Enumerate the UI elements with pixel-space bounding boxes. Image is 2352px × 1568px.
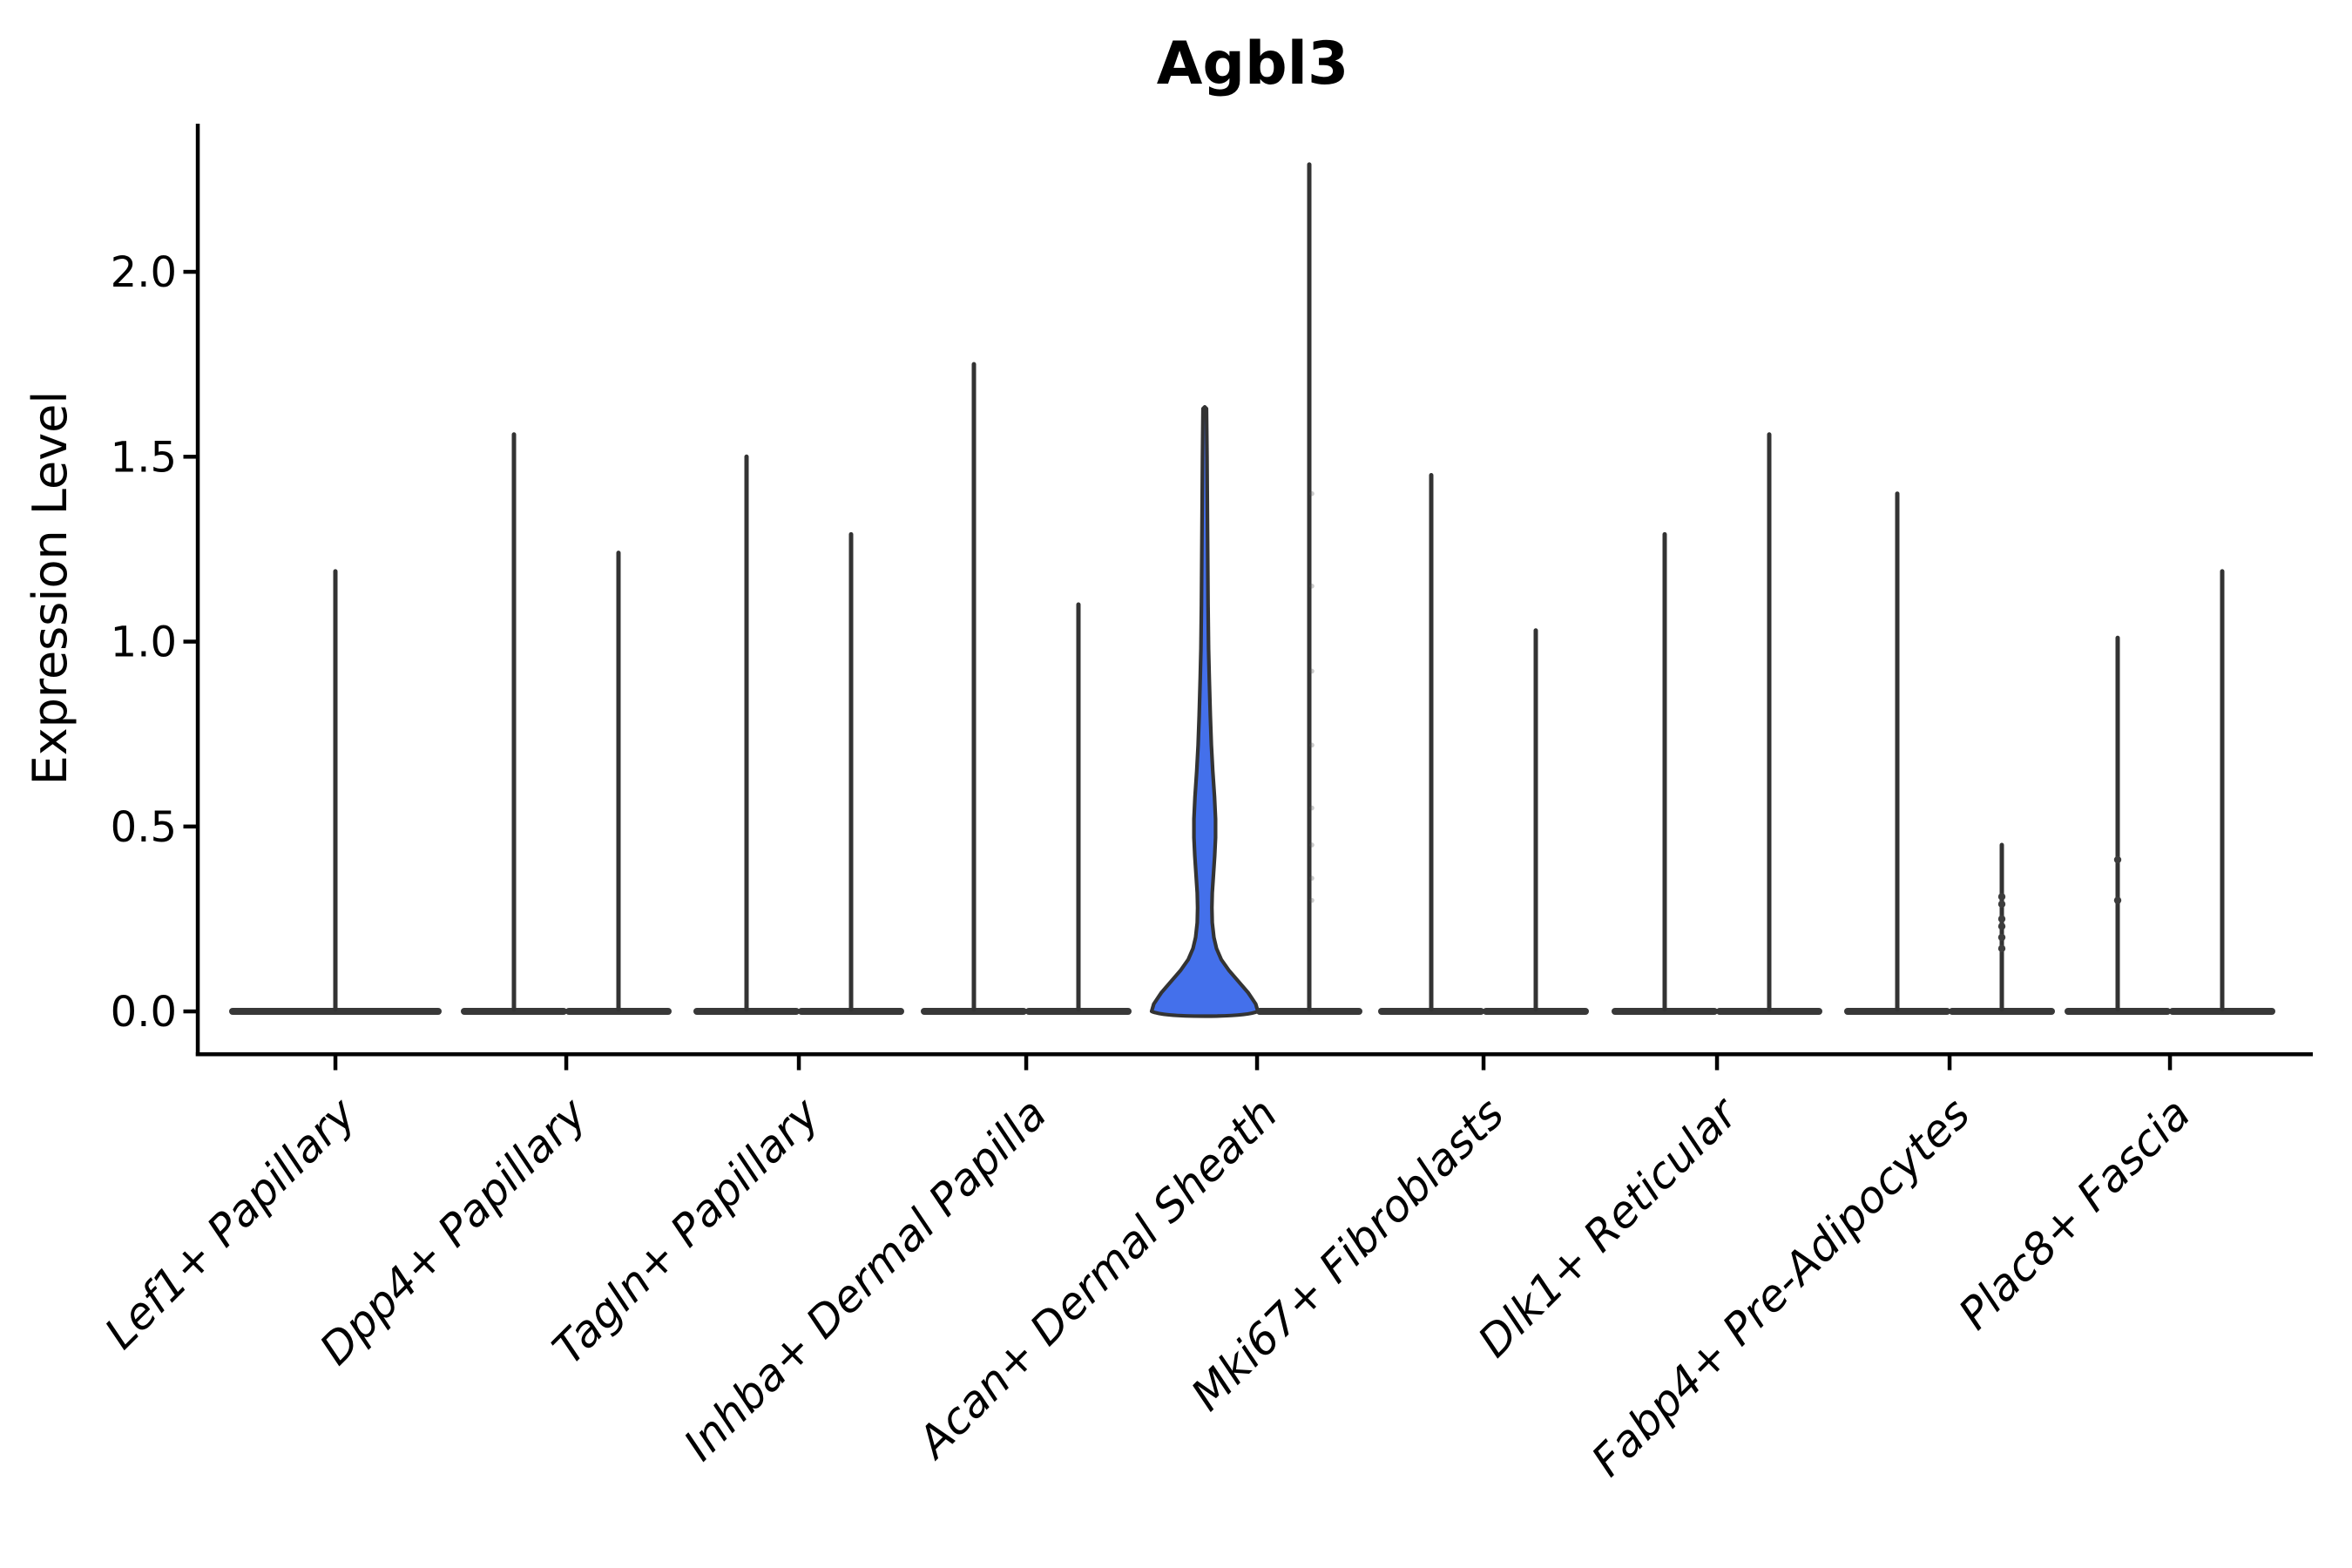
- y-axis-label: Expression Level: [23, 391, 78, 786]
- violin: [1612, 531, 1718, 1015]
- violin: [229, 569, 442, 1015]
- violin: [921, 362, 1027, 1015]
- x-tick-mark: [333, 1056, 338, 1071]
- violin-body-highlighted: [1149, 404, 1260, 1018]
- jitter-point: [1997, 900, 2006, 909]
- jitter-point: [1997, 923, 2006, 930]
- violin: [2169, 569, 2275, 1015]
- violin: [461, 432, 567, 1015]
- x-tick-mark: [1254, 1056, 1260, 1071]
- jitter-point-faint: [1309, 842, 1315, 848]
- jitter-point: [1997, 915, 2006, 923]
- x-tick-mark: [1024, 1056, 1029, 1071]
- violin-group-3: [693, 454, 904, 1015]
- x-tick-label: Lef1+ Papillary: [95, 1087, 366, 1358]
- x-tick-label: Fabp4+ Pre-Adipocytes: [1582, 1088, 1980, 1486]
- violin: [1844, 491, 1950, 1015]
- y-tick-label: 1.5: [111, 433, 177, 482]
- violin: [1256, 162, 1362, 1015]
- jitter-point-faint: [1309, 875, 1315, 881]
- violin-group-1: [229, 569, 442, 1015]
- x-tick-mark: [2167, 1056, 2173, 1071]
- violin-group-7: [1612, 432, 1822, 1015]
- violin: [1378, 472, 1484, 1015]
- violin: [1483, 628, 1589, 1015]
- violin-group-2: [461, 432, 672, 1015]
- y-tick-label: 2.0: [111, 248, 177, 297]
- x-tick-mark: [796, 1056, 801, 1071]
- y-tick-mark: [183, 639, 196, 644]
- x-tick-mark: [1481, 1056, 1486, 1071]
- x-tick-mark: [564, 1056, 569, 1071]
- y-tick-label: 0.5: [111, 803, 177, 852]
- jitter-point-faint: [1309, 668, 1315, 674]
- jitter-point: [1997, 933, 2006, 942]
- jitter-point: [2113, 855, 2122, 864]
- violin: [2065, 635, 2171, 1015]
- x-tick-mark: [1714, 1056, 1720, 1071]
- jitter-point: [1997, 944, 2006, 953]
- violin: [798, 531, 904, 1015]
- jitter-point-faint: [1309, 742, 1315, 748]
- y-tick-mark: [183, 455, 196, 459]
- violin: [1025, 602, 1132, 1015]
- y-tick-mark: [183, 1009, 196, 1014]
- x-tick-label: Plac8+ Fascia: [1950, 1088, 2200, 1339]
- jitter-point: [1997, 893, 2006, 901]
- violin-group-8: [1844, 491, 2055, 1015]
- violin: [693, 454, 800, 1015]
- y-tick-mark: [183, 824, 196, 829]
- violin-group-5: [1149, 162, 1362, 1018]
- x-tick-label: Inhba+ Dermal Papilla: [674, 1088, 1056, 1470]
- x-tick-mark: [1947, 1056, 1952, 1071]
- y-tick-label: 1.0: [111, 618, 177, 667]
- violin-group-4: [921, 362, 1132, 1015]
- jitter-point-faint: [1309, 805, 1315, 811]
- violin: [1716, 432, 1822, 1015]
- violin-group-6: [1378, 472, 1589, 1015]
- violin: [1149, 404, 1260, 1018]
- violin: [1949, 842, 2055, 1015]
- jitter-point-faint: [1309, 897, 1315, 903]
- y-axis-spine: [195, 124, 200, 1057]
- violin: [565, 551, 672, 1015]
- plot-title: Agbl3: [1157, 30, 1349, 98]
- y-tick-mark: [183, 269, 196, 274]
- jitter-point-faint: [1309, 584, 1315, 589]
- jitter-point-faint: [1309, 490, 1315, 497]
- jitter-point: [2113, 896, 2122, 904]
- violin-group-9: [2065, 569, 2275, 1015]
- x-axis-spine: [195, 1052, 2313, 1057]
- y-tick-label: 0.0: [111, 988, 177, 1037]
